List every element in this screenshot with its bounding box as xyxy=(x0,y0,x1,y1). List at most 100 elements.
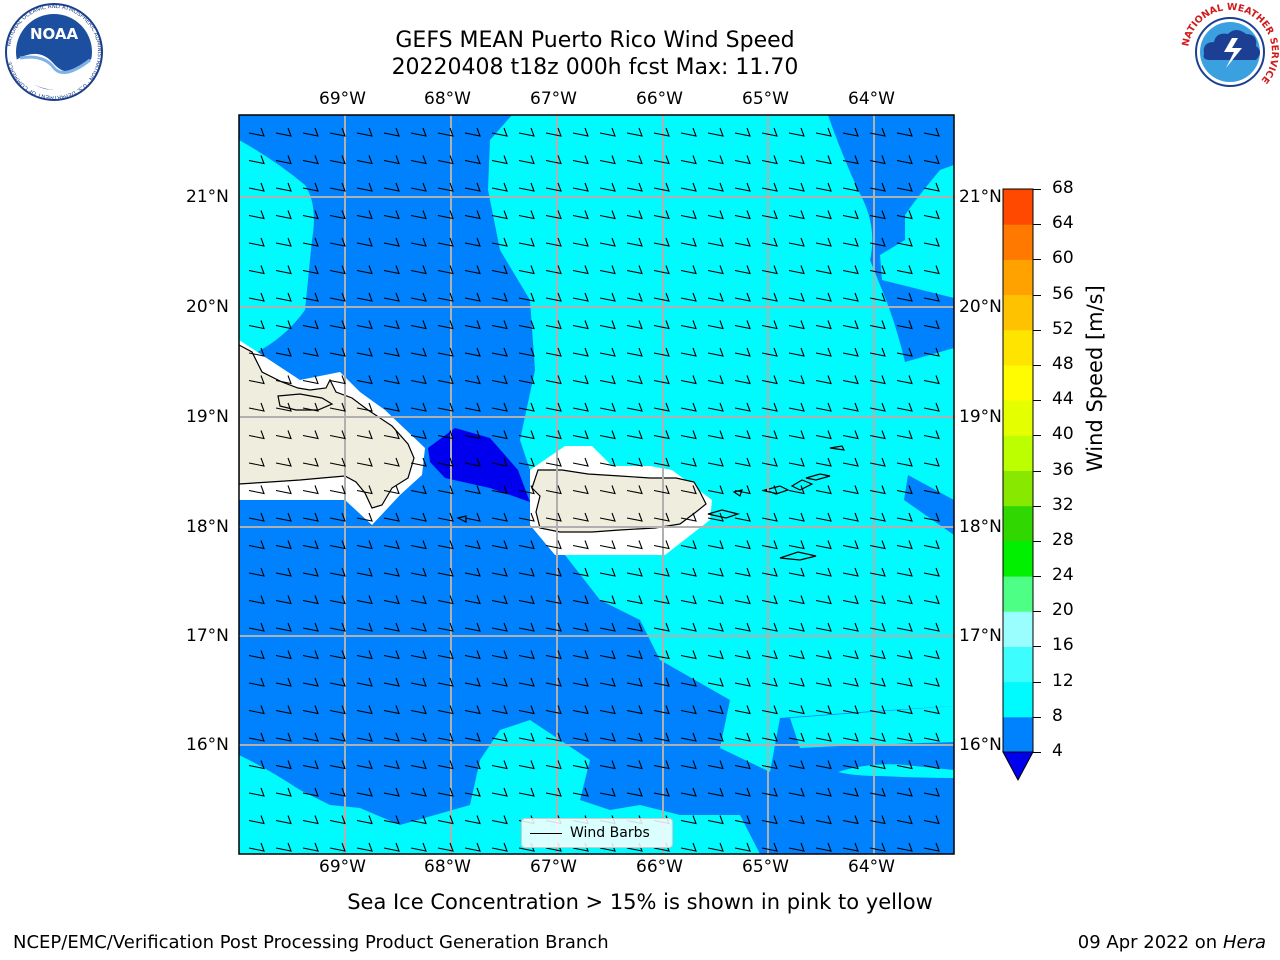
colorbar-segment xyxy=(1003,611,1033,647)
wind-barb xyxy=(599,347,616,357)
colorbar-segment xyxy=(1003,435,1033,471)
wind-barb xyxy=(248,787,265,797)
wind-barb xyxy=(545,567,562,577)
wind-barb xyxy=(275,567,292,577)
wind-barb xyxy=(653,512,670,522)
wind-barb xyxy=(923,760,940,770)
wind-barb xyxy=(302,127,319,137)
wind-barb xyxy=(707,402,724,412)
wind-barb xyxy=(707,430,724,440)
wind-barb xyxy=(491,705,508,715)
wind-barb xyxy=(572,787,589,797)
wind-barb xyxy=(626,430,643,440)
wind-barb xyxy=(356,155,373,165)
colorbar-tick-mark xyxy=(1033,329,1041,331)
wind-barb xyxy=(518,622,535,632)
wind-barb xyxy=(788,485,805,495)
lon-label-top-69w: 69°W xyxy=(319,89,366,109)
wind-barb xyxy=(248,485,265,495)
wind-barb xyxy=(518,512,535,522)
wind-barb xyxy=(572,182,589,192)
wind-barb xyxy=(869,512,886,522)
wind-barb xyxy=(653,402,670,412)
wind-barb xyxy=(356,237,373,247)
wind-barb xyxy=(869,127,886,137)
wind-barb xyxy=(626,760,643,770)
wind-barb xyxy=(653,265,670,275)
wind-band-under-4 xyxy=(428,428,530,502)
wind-barb xyxy=(356,265,373,275)
lat-label-left-18n: 18°N xyxy=(186,517,229,537)
wind-barb xyxy=(518,567,535,577)
wind-barb xyxy=(302,155,319,165)
wind-barb xyxy=(329,402,346,412)
wind-barb xyxy=(464,650,481,660)
wind-barb xyxy=(842,210,859,220)
wind-barb xyxy=(437,732,454,742)
wind-barb xyxy=(626,677,643,687)
wind-barb xyxy=(248,210,265,220)
wind-barb xyxy=(680,540,697,550)
wind-barb xyxy=(788,787,805,797)
wind-barb xyxy=(491,787,508,797)
wind-barb xyxy=(437,155,454,165)
wind-barb xyxy=(599,430,616,440)
wind-barb xyxy=(518,705,535,715)
wind-barb xyxy=(923,210,940,220)
wind-barb xyxy=(869,622,886,632)
wind-barb xyxy=(653,457,670,467)
wind-barb xyxy=(761,540,778,550)
wind-barb xyxy=(302,567,319,577)
wind-barb xyxy=(248,347,265,357)
wind-barb xyxy=(842,155,859,165)
wind-barb xyxy=(599,265,616,275)
colorbar-segment xyxy=(1003,329,1033,366)
wind-barb xyxy=(734,430,751,440)
wind-barb xyxy=(815,402,832,412)
wind-barb xyxy=(734,512,751,522)
wind-barb xyxy=(896,650,913,660)
wind-barb xyxy=(761,237,778,247)
wind-barb xyxy=(869,347,886,357)
wind-barb xyxy=(842,182,859,192)
wind-barb xyxy=(491,512,508,522)
wind-barb xyxy=(626,237,643,247)
wind-barb xyxy=(923,237,940,247)
wind-barb xyxy=(923,457,940,467)
wind-barb xyxy=(680,595,697,605)
wind-barb xyxy=(680,347,697,357)
wind-barb xyxy=(734,650,751,660)
wind-barb xyxy=(356,320,373,330)
wind-barb xyxy=(788,457,805,467)
wind-barb xyxy=(491,540,508,550)
wind-barb xyxy=(923,622,940,632)
wind-barb xyxy=(275,320,292,330)
wind-barb xyxy=(437,815,454,825)
wind-barb xyxy=(545,210,562,220)
wind-barb xyxy=(383,320,400,330)
wind-barb xyxy=(842,127,859,137)
wind-barb xyxy=(356,210,373,220)
wind-barb xyxy=(356,787,373,797)
lon-label-top-64w: 64°W xyxy=(848,89,895,109)
colorbar-segment xyxy=(1003,470,1033,507)
wind-barb xyxy=(707,540,724,550)
wind-barb xyxy=(383,595,400,605)
wind-barb xyxy=(572,732,589,742)
wind-barb xyxy=(923,540,940,550)
wind-barb xyxy=(572,402,589,412)
wind-barb xyxy=(815,485,832,495)
wind-barb xyxy=(734,787,751,797)
wind-barb xyxy=(653,622,670,632)
wind-barb xyxy=(572,292,589,302)
wind-barb xyxy=(248,677,265,687)
wind-barbs xyxy=(248,127,940,852)
wind-barb xyxy=(707,237,724,247)
wind-barb xyxy=(626,375,643,385)
colorbar-tick-label: 8 xyxy=(1052,705,1063,726)
colorbar-tick-label: 20 xyxy=(1052,600,1074,621)
wind-barb xyxy=(545,265,562,275)
wind-barb xyxy=(680,237,697,247)
wind-barb xyxy=(302,320,319,330)
wind-barb xyxy=(815,155,832,165)
